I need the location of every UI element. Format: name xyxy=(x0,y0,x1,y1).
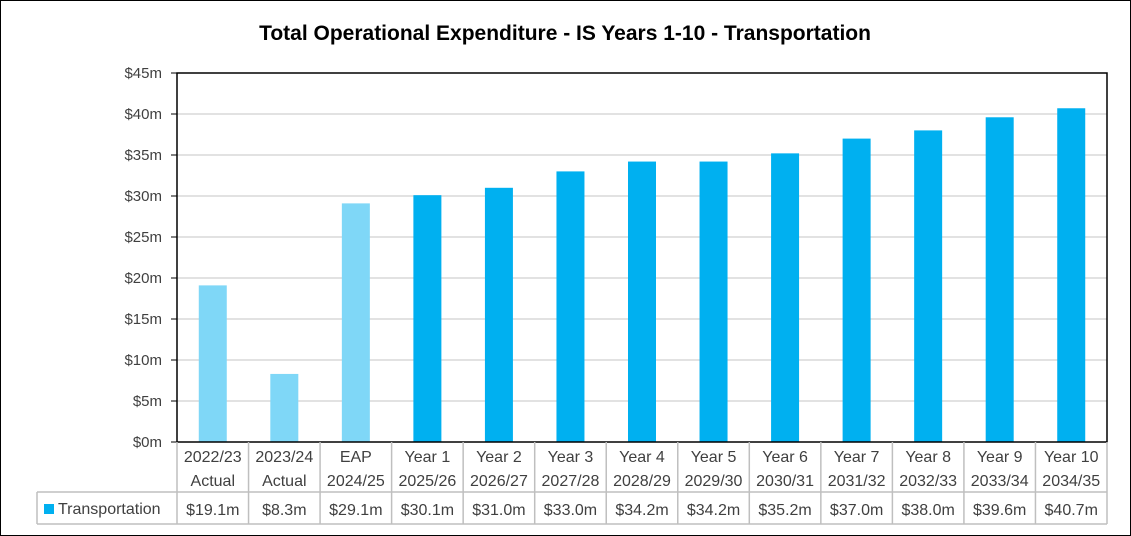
y-tick-label: $30m xyxy=(124,188,162,205)
bar xyxy=(341,203,370,442)
x-tick-label: Year 10 xyxy=(1044,449,1099,466)
x-tick-label: 2034/35 xyxy=(1042,473,1100,490)
x-tick-label: 2023/24 xyxy=(255,449,313,466)
x-tick-label: 2033/34 xyxy=(971,473,1029,490)
bar xyxy=(914,130,943,442)
y-tick-label: $25m xyxy=(124,229,162,246)
x-tick-label: 2028/29 xyxy=(613,473,671,490)
x-tick-label: Year 2 xyxy=(476,449,522,466)
x-tick-label: Year 5 xyxy=(691,449,737,466)
data-label: $19.1m xyxy=(186,502,239,519)
bar xyxy=(556,171,585,442)
x-tick-label: 2027/28 xyxy=(542,473,600,490)
legend-label: Transportation xyxy=(58,501,161,518)
axes xyxy=(171,72,1108,443)
x-tick-label: 2025/26 xyxy=(398,473,456,490)
x-tick-label: Year 1 xyxy=(405,449,451,466)
x-tick-label: 2029/30 xyxy=(685,473,743,490)
chart-title: Total Operational Expenditure - IS Years… xyxy=(259,22,871,45)
data-label: $8.3m xyxy=(262,502,306,519)
x-tick-label: Year 3 xyxy=(548,449,594,466)
data-label: $30.1m xyxy=(401,502,454,519)
data-label: $39.6m xyxy=(973,502,1026,519)
bar xyxy=(985,117,1014,442)
x-tick-label: EAP xyxy=(340,449,372,466)
data-label: $33.0m xyxy=(544,502,597,519)
x-tick-label: Year 9 xyxy=(977,449,1023,466)
bar xyxy=(699,161,728,442)
x-tick-label: Year 4 xyxy=(619,449,665,466)
data-label: $34.2m xyxy=(687,502,740,519)
x-tick-label: 2024/25 xyxy=(327,473,385,490)
y-tick-label: $15m xyxy=(124,311,162,328)
y-tick-label: $10m xyxy=(124,352,162,369)
data-label: $37.0m xyxy=(830,502,883,519)
bar xyxy=(198,285,227,442)
data-table: 2022/23 Actual 2023/24 Actual EAP 2024/25 Year… xyxy=(36,442,1108,525)
bar xyxy=(413,195,442,442)
x-tick-label: Year 8 xyxy=(905,449,951,466)
y-tick-labels: $0m $5m $10m $15m $20m $25m $30m $35m $40m $45m xyxy=(124,65,162,451)
bar xyxy=(771,153,800,443)
bar xyxy=(628,161,656,442)
bar xyxy=(270,373,299,442)
y-tick-label: $5m xyxy=(133,393,162,410)
y-tick-label: $40m xyxy=(124,106,162,123)
plot-area-border xyxy=(176,72,1108,443)
x-tick-label: Year 7 xyxy=(834,449,880,466)
x-tick-label: 2030/31 xyxy=(756,473,814,490)
y-tick-label: $35m xyxy=(124,147,162,164)
bar xyxy=(1057,108,1086,442)
x-tick-label: Actual xyxy=(191,473,235,490)
y-tick-label: $45m xyxy=(124,65,162,82)
x-tick-label: 2022/23 xyxy=(184,449,242,466)
data-label: $34.2m xyxy=(615,502,668,519)
data-label: $35.2m xyxy=(758,502,811,519)
bar xyxy=(484,187,513,442)
data-label: $31.0m xyxy=(472,502,525,519)
x-tick-label: 2026/27 xyxy=(470,473,528,490)
data-label: $29.1m xyxy=(329,502,382,519)
data-label: $38.0m xyxy=(901,502,954,519)
x-tick-label: 2031/32 xyxy=(828,473,886,490)
data-label: $40.7m xyxy=(1045,502,1098,519)
legend-swatch xyxy=(44,504,54,514)
x-tick-label: Actual xyxy=(262,473,306,490)
x-tick-label: Year 6 xyxy=(762,449,808,466)
y-tick-label: $20m xyxy=(124,270,162,287)
y-tick-label: $0m xyxy=(133,434,162,451)
x-tick-label: 2032/33 xyxy=(899,473,957,490)
bars xyxy=(198,108,1086,443)
bar xyxy=(842,138,871,442)
